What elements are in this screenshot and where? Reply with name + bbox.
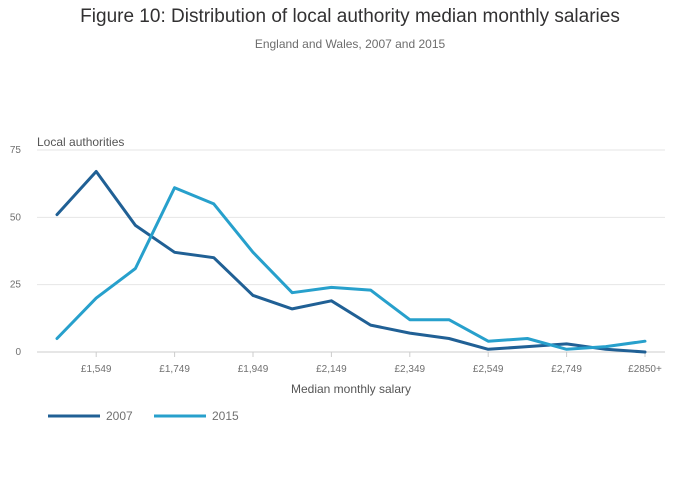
x-tick-label: £1,749 <box>159 364 190 375</box>
legend: 2007 2015 <box>48 409 239 423</box>
x-tick-label: £2,149 <box>316 364 347 375</box>
x-tick-label: £1,549 <box>81 364 112 375</box>
legend-label-2007: 2007 <box>106 409 133 423</box>
series-line-2007 <box>55 170 647 354</box>
y-axis-ticks: 0 25 50 75 <box>10 145 22 358</box>
y-tick-label: 75 <box>10 145 22 156</box>
series-line-2015 <box>55 186 647 351</box>
y-axis-label: Local authorities <box>37 135 124 149</box>
legend-label-2015: 2015 <box>212 409 239 423</box>
x-tick-label: £1,949 <box>238 364 269 375</box>
gridlines <box>37 149 665 353</box>
x-tick-label: £2,749 <box>551 364 582 375</box>
chart-subtitle: England and Wales, 2007 and 2015 <box>254 37 446 51</box>
chart-title: Figure 10: Distribution of local authori… <box>80 6 620 27</box>
x-tick-label: £2,549 <box>473 364 504 375</box>
y-tick-label: 50 <box>10 212 22 223</box>
y-tick-label: 0 <box>15 347 21 358</box>
x-tick-label: £2,349 <box>395 364 426 375</box>
x-tick-label: £2850+ <box>628 364 662 375</box>
series-lines <box>55 170 647 354</box>
x-axis-label: Median monthly salary <box>291 382 411 396</box>
x-axis: £1,549 £1,749 £1,949 £2,149 £2,349 £2,549 £2,7… <box>81 352 662 375</box>
y-tick-label: 25 <box>10 280 22 291</box>
